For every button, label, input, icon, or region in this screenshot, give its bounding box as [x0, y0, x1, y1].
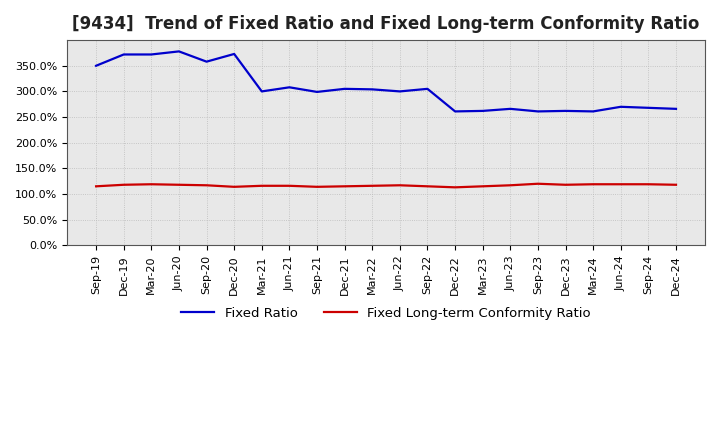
Fixed Ratio	[175, 49, 184, 54]
Fixed Ratio	[202, 59, 211, 64]
Fixed Ratio	[368, 87, 377, 92]
Fixed Ratio	[534, 109, 542, 114]
Fixed Long-term Conformity Ratio	[589, 182, 598, 187]
Fixed Ratio	[147, 52, 156, 57]
Fixed Long-term Conformity Ratio	[616, 182, 625, 187]
Fixed Long-term Conformity Ratio	[451, 185, 459, 190]
Fixed Long-term Conformity Ratio	[120, 182, 128, 187]
Fixed Ratio	[644, 105, 653, 110]
Fixed Ratio	[258, 89, 266, 94]
Fixed Ratio	[312, 89, 321, 95]
Fixed Ratio	[451, 109, 459, 114]
Fixed Long-term Conformity Ratio	[395, 183, 404, 188]
Title: [9434]  Trend of Fixed Ratio and Fixed Long-term Conformity Ratio: [9434] Trend of Fixed Ratio and Fixed Lo…	[73, 15, 700, 33]
Fixed Long-term Conformity Ratio	[423, 183, 432, 189]
Fixed Long-term Conformity Ratio	[672, 182, 680, 187]
Fixed Long-term Conformity Ratio	[175, 182, 184, 187]
Fixed Long-term Conformity Ratio	[506, 183, 515, 188]
Fixed Ratio	[561, 108, 570, 114]
Fixed Ratio	[589, 109, 598, 114]
Fixed Long-term Conformity Ratio	[534, 181, 542, 187]
Fixed Ratio	[341, 86, 349, 92]
Fixed Ratio	[506, 106, 515, 111]
Legend: Fixed Ratio, Fixed Long-term Conformity Ratio: Fixed Ratio, Fixed Long-term Conformity …	[176, 301, 596, 325]
Fixed Ratio	[120, 52, 128, 57]
Line: Fixed Ratio: Fixed Ratio	[96, 51, 676, 111]
Fixed Long-term Conformity Ratio	[561, 182, 570, 187]
Fixed Long-term Conformity Ratio	[91, 183, 100, 189]
Fixed Long-term Conformity Ratio	[368, 183, 377, 188]
Fixed Ratio	[230, 51, 238, 57]
Fixed Long-term Conformity Ratio	[202, 183, 211, 188]
Fixed Ratio	[285, 84, 294, 90]
Line: Fixed Long-term Conformity Ratio: Fixed Long-term Conformity Ratio	[96, 184, 676, 187]
Fixed Ratio	[478, 108, 487, 114]
Fixed Long-term Conformity Ratio	[312, 184, 321, 190]
Fixed Long-term Conformity Ratio	[230, 184, 238, 190]
Fixed Ratio	[91, 63, 100, 68]
Fixed Ratio	[423, 86, 432, 92]
Fixed Long-term Conformity Ratio	[258, 183, 266, 188]
Fixed Ratio	[616, 104, 625, 110]
Fixed Long-term Conformity Ratio	[341, 183, 349, 189]
Fixed Ratio	[395, 89, 404, 94]
Fixed Ratio	[672, 106, 680, 111]
Fixed Long-term Conformity Ratio	[644, 182, 653, 187]
Fixed Long-term Conformity Ratio	[285, 183, 294, 188]
Fixed Long-term Conformity Ratio	[147, 182, 156, 187]
Fixed Long-term Conformity Ratio	[478, 183, 487, 189]
